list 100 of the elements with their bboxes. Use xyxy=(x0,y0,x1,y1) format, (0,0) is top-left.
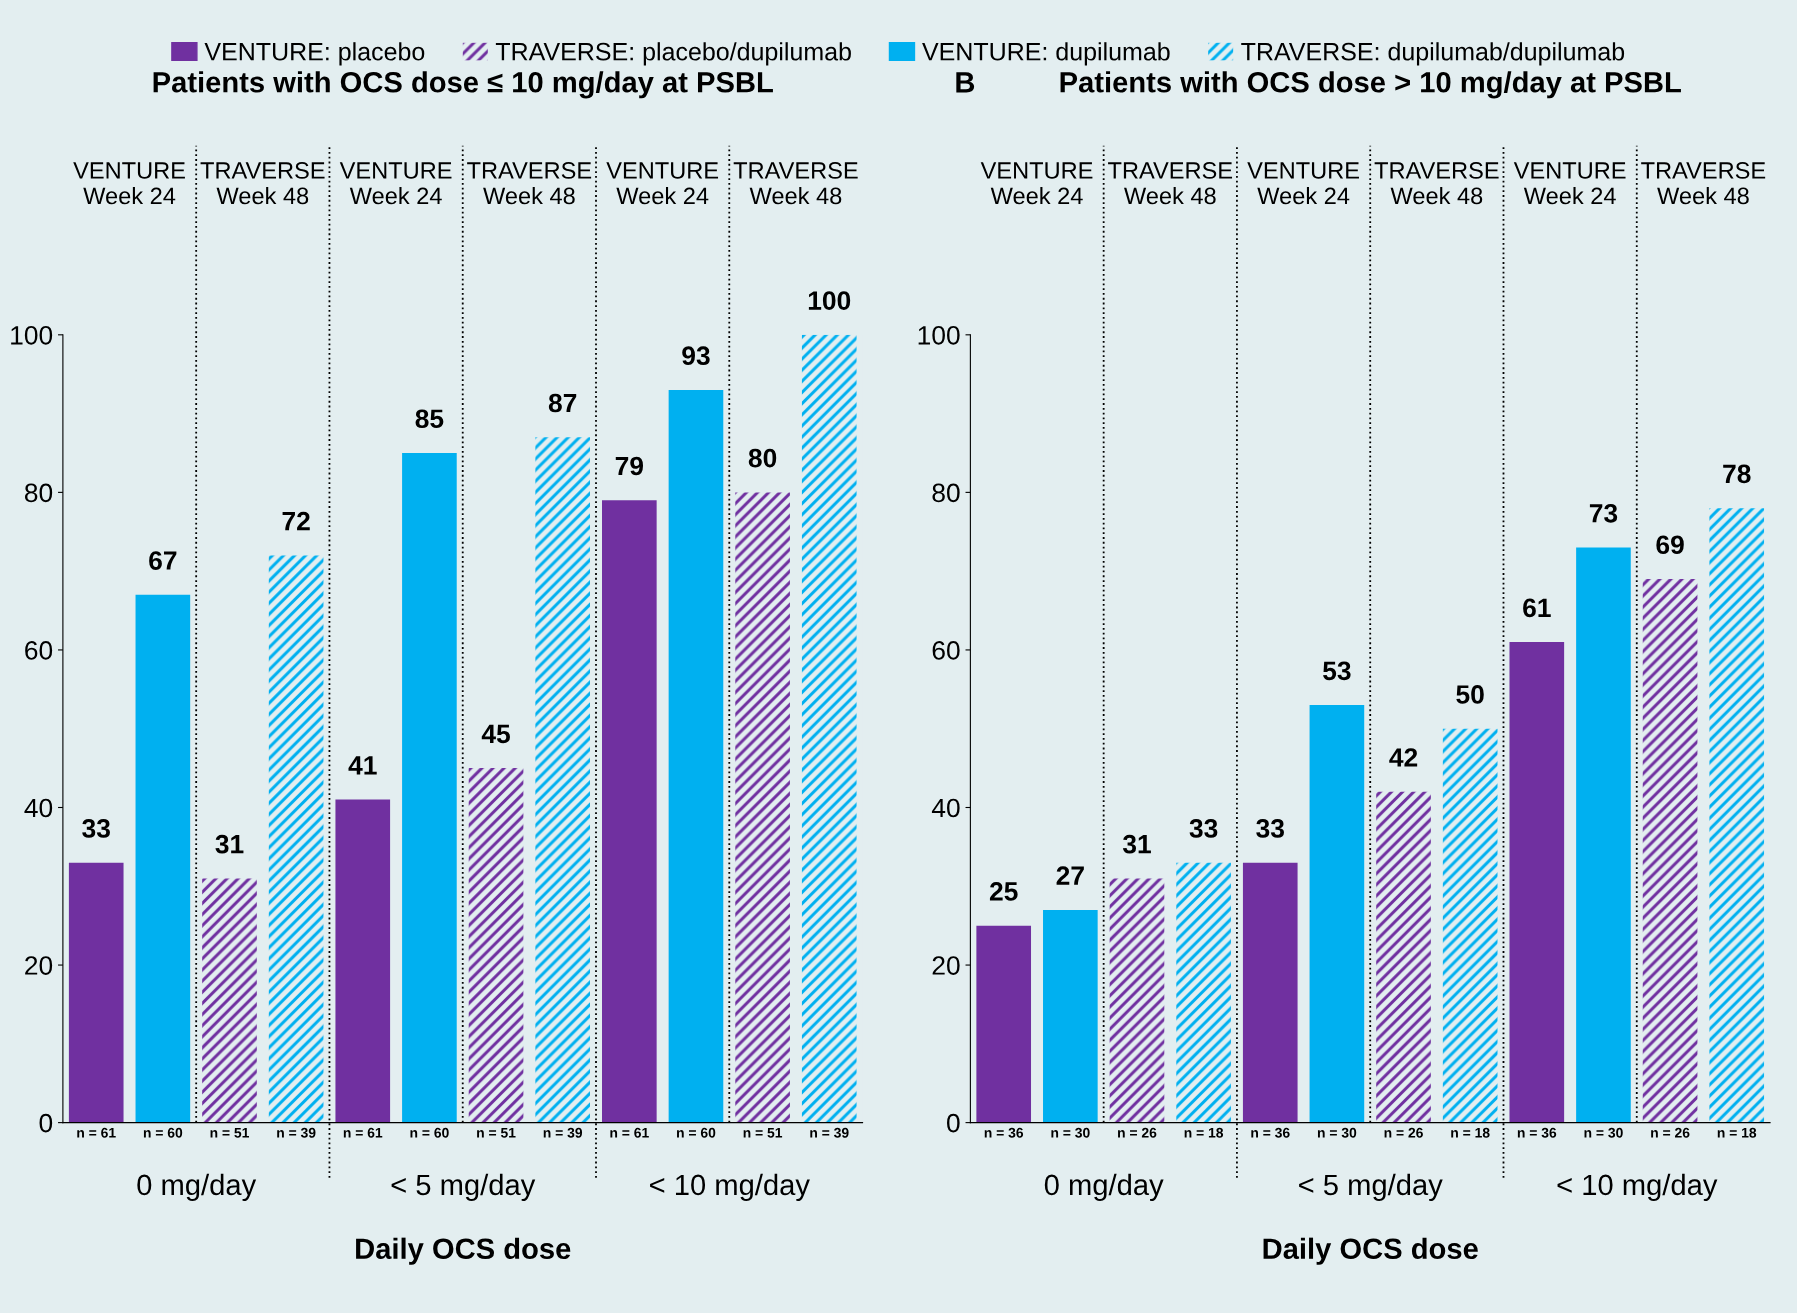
x-tick-label: n = 60 xyxy=(143,1127,183,1138)
x-tick-label: n = 39 xyxy=(810,1127,849,1138)
bar xyxy=(602,500,657,1123)
text: 0 mg/day xyxy=(1044,1173,1164,1202)
text: < 10 mg/day xyxy=(1557,1173,1718,1202)
text: VENTURE Week 24 xyxy=(1513,162,1626,205)
text: 0 mg/day xyxy=(137,1173,257,1202)
bar xyxy=(1176,862,1231,1123)
data-label: 53 xyxy=(1323,661,1351,681)
y-tick-label: 20 xyxy=(25,956,53,975)
text: < 5 mg/day xyxy=(391,1173,536,1202)
bar xyxy=(1109,878,1165,1123)
x-tick-label: n = 60 xyxy=(410,1127,449,1138)
y-tick-label: 100 xyxy=(11,325,53,345)
x-tick-label: n = 51 xyxy=(477,1127,516,1138)
x-tick-label: n = 51 xyxy=(210,1127,249,1138)
bar xyxy=(735,492,790,1123)
bar xyxy=(268,555,324,1123)
y-tick-label: 0 xyxy=(947,1113,960,1133)
bar xyxy=(1642,579,1698,1123)
x-tick-label: n = 26 xyxy=(1384,1127,1423,1138)
bar xyxy=(535,437,591,1123)
data-label: 87 xyxy=(548,393,577,413)
legend-label: TRAVERSE: dupilumab/dupilumab xyxy=(1241,42,1625,66)
x-tick-label: n = 18 xyxy=(1451,1127,1490,1138)
x-axis-title: Daily OCS dose xyxy=(1263,1237,1478,1265)
bar xyxy=(1442,728,1498,1123)
text: < 5 mg/day xyxy=(1299,1173,1443,1202)
x-tick-label: n = 61 xyxy=(610,1127,649,1138)
bar xyxy=(1576,547,1631,1123)
y-tick-label: 0 xyxy=(39,1113,53,1133)
data-label: 85 xyxy=(415,409,444,429)
text: VENTURE Week 24 xyxy=(1247,162,1359,205)
data-label: 69 xyxy=(1656,535,1684,555)
y-tick-label: 100 xyxy=(918,325,960,345)
bar xyxy=(801,334,857,1123)
text: TRAVERSE Week 48 xyxy=(733,162,858,205)
data-label: 31 xyxy=(215,834,244,854)
data-label: 45 xyxy=(481,724,510,744)
x-tick-label: n = 61 xyxy=(343,1127,383,1138)
bar xyxy=(976,925,1032,1123)
x-axis-title: Daily OCS dose xyxy=(356,1237,571,1265)
bar xyxy=(402,452,457,1123)
data-label: 33 xyxy=(1256,819,1284,838)
data-label: 67 xyxy=(149,551,177,570)
bar xyxy=(668,389,724,1123)
data-label: 93 xyxy=(682,346,710,366)
x-tick-label: n = 36 xyxy=(984,1127,1024,1138)
legend-label: TRAVERSE: placebo/dupilumab xyxy=(495,42,851,66)
x-tick-label: n = 26 xyxy=(1118,1127,1157,1138)
bar xyxy=(1376,791,1431,1123)
bar xyxy=(1242,862,1298,1123)
data-label: 78 xyxy=(1723,464,1751,484)
text: TRAVERSE Week 48 xyxy=(467,162,592,205)
text: TRAVERSE Week 48 xyxy=(1374,162,1499,205)
data-label: 33 xyxy=(1189,819,1218,838)
data-label: 27 xyxy=(1056,866,1084,885)
x-tick-label: n = 36 xyxy=(1251,1127,1290,1138)
legend-label: VENTURE: placebo xyxy=(204,42,425,66)
x-tick-label: n = 30 xyxy=(1051,1127,1090,1138)
data-label: 73 xyxy=(1589,503,1618,523)
chart-title: Patients with OCS dose > 10 mg/day at PSBL xyxy=(1060,71,1681,99)
data-label: 41 xyxy=(348,756,377,775)
data-label: 100 xyxy=(808,291,851,310)
text: VENTURE Week 24 xyxy=(980,162,1093,205)
x-tick-label: n = 18 xyxy=(1717,1127,1757,1138)
x-tick-label: n = 30 xyxy=(1317,1127,1357,1138)
chart-title: Patients with OCS dose ≤ 10 mg/day at PSBL xyxy=(153,71,773,99)
data-label: 72 xyxy=(282,511,310,531)
x-tick-label: n = 26 xyxy=(1651,1127,1690,1138)
bar xyxy=(135,594,191,1123)
bar xyxy=(468,768,524,1123)
x-tick-label: n = 61 xyxy=(77,1127,116,1138)
bar xyxy=(335,799,391,1123)
data-label: 31 xyxy=(1122,834,1151,854)
y-tick-label: 40 xyxy=(931,798,960,818)
x-tick-label: n = 51 xyxy=(743,1127,783,1138)
y-tick-label: 60 xyxy=(25,641,53,660)
text: < 10 mg/day xyxy=(650,1173,810,1202)
bar xyxy=(202,878,257,1123)
x-tick-label: n = 39 xyxy=(277,1127,316,1138)
bar xyxy=(1309,705,1365,1123)
text: VENTURE Week 24 xyxy=(606,162,719,205)
x-tick-label: n = 30 xyxy=(1584,1127,1623,1138)
x-tick-label: n = 36 xyxy=(1517,1127,1557,1138)
data-label: 50 xyxy=(1456,685,1484,704)
text: VENTURE Week 24 xyxy=(73,162,185,205)
bar xyxy=(1709,508,1765,1123)
text: TRAVERSE Week 48 xyxy=(200,162,325,205)
data-label: 79 xyxy=(615,456,644,476)
x-tick-label: n = 18 xyxy=(1184,1127,1224,1138)
data-label: 61 xyxy=(1523,598,1551,618)
y-tick-label: 60 xyxy=(932,641,960,660)
data-label: 25 xyxy=(989,882,1018,901)
y-tick-label: 80 xyxy=(24,483,53,503)
bar xyxy=(1509,642,1565,1123)
y-tick-label: 20 xyxy=(932,956,960,975)
y-tick-label: 40 xyxy=(24,798,53,818)
data-label: 80 xyxy=(748,448,777,468)
text: VENTURE Week 24 xyxy=(339,162,452,205)
